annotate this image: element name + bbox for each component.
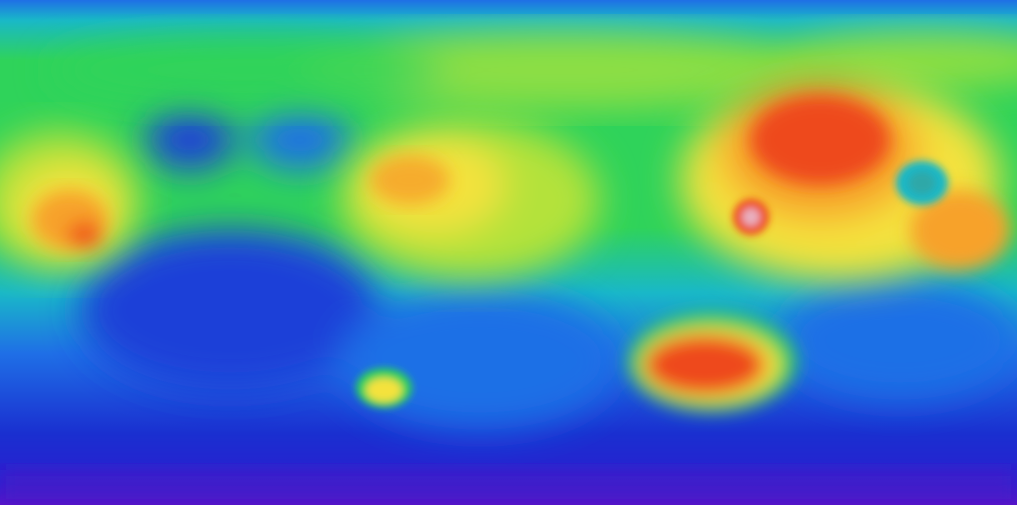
southern-rise xyxy=(356,368,412,408)
small-basin xyxy=(896,161,948,205)
northern-lowland xyxy=(80,110,1017,430)
impact-basin xyxy=(627,312,797,412)
south-polar-band xyxy=(0,470,1017,505)
summit-peak xyxy=(733,199,769,235)
central-highland xyxy=(340,120,600,280)
